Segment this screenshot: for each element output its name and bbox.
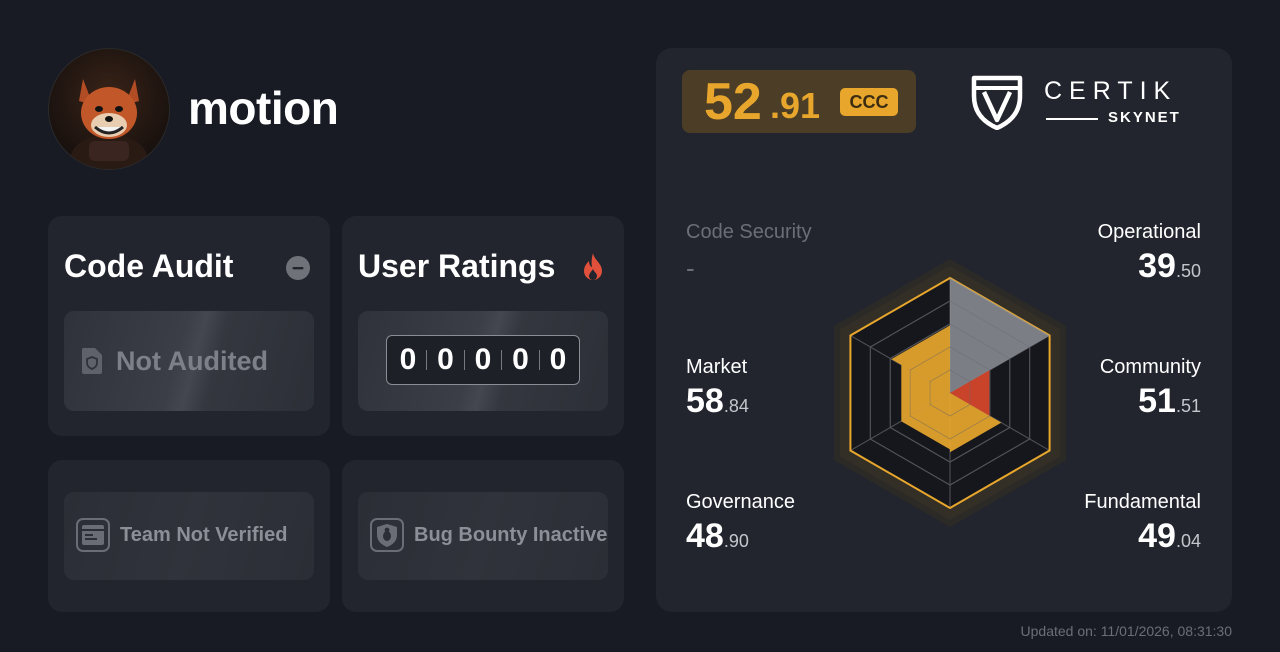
metric-value-governance: 48.90 [686, 517, 749, 555]
metric-value-fundamental: 49.04 [1138, 517, 1201, 555]
certik-shield-icon [971, 75, 1023, 130]
radar-spoke [850, 334, 951, 394]
metric-value-code-security: - [686, 253, 695, 283]
digit-separator [501, 350, 503, 370]
rating-digit: 0 [437, 343, 454, 376]
bug-bounty-card: Bug Bounty Inactive [342, 460, 624, 612]
user-ratings-card: User Ratings 0 0 0 0 0 [342, 216, 624, 436]
radar-grid-overlay [889, 323, 1011, 463]
document-shield-icon [81, 348, 102, 374]
metric-label-community: Community [1099, 356, 1201, 378]
bug-bounty-status-text: Bug Bounty Inactive [414, 524, 608, 546]
radar-spoke [949, 392, 1050, 452]
radar-grid-overlay [869, 300, 1031, 486]
score-integer: 52 [704, 73, 762, 131]
score-decimal: .91 [770, 85, 821, 126]
user-ratings-title: User Ratings [358, 248, 556, 284]
bug-bounty-status[interactable]: Bug Bounty Inactive [358, 492, 608, 580]
metric-value-operational: 39.50 [1138, 247, 1201, 285]
id-card-icon [76, 518, 110, 552]
radar-sector [901, 364, 950, 422]
metric-label-code-security: Code Security [686, 221, 812, 243]
code-audit-status[interactable]: Not Audited [64, 311, 314, 411]
digit-separator [463, 350, 465, 370]
radar-sector [950, 393, 1002, 453]
rating-digit: 0 [474, 343, 492, 376]
code-audit-status-text: Not Audited [116, 346, 268, 376]
security-radar-chart [833, 259, 1067, 527]
digit-separator [538, 350, 540, 370]
project-name: motion [188, 82, 339, 134]
fire-icon [584, 253, 602, 280]
team-card: Team Not Verified [48, 460, 330, 612]
radar-sector [891, 325, 950, 393]
team-status-text: Team Not Verified [120, 524, 288, 546]
radar-grid-overlay [929, 369, 971, 417]
rating-digit: 0 [512, 343, 529, 376]
radar-sector [901, 393, 950, 450]
brand-sub: SKYNET [1108, 109, 1181, 126]
code-audit-title: Code Audit [64, 248, 234, 284]
metric-label-governance: Governance [686, 491, 795, 513]
digit-separator [426, 350, 428, 370]
brand-divider [1046, 118, 1098, 120]
rating-digit: 0 [549, 343, 567, 376]
metric-label-operational: Operational [1097, 221, 1201, 243]
minus-circle-icon[interactable] [286, 256, 310, 280]
code-audit-card: Code Audit Not Audited [48, 216, 330, 436]
team-status[interactable]: Team Not Verified [64, 492, 314, 580]
radar-sector [950, 278, 1050, 393]
user-ratings-display: 0 0 0 0 0 [358, 311, 608, 411]
overall-score-badge: 52 .91 CCC [682, 70, 916, 133]
brand-name: CERTIK [1044, 77, 1178, 105]
radar-grid-overlay [909, 346, 991, 440]
metric-label-fundamental: Fundamental [1084, 491, 1201, 513]
shiba-avatar-icon [71, 79, 147, 169]
updated-timestamp: Updated on: 11/01/2026, 08:31:30 [1020, 623, 1232, 639]
metric-value-community: 51.51 [1138, 382, 1201, 420]
rating-digit: 0 [399, 343, 417, 376]
rating-counter: 0 0 0 0 0 [386, 335, 580, 385]
metric-value-market: 58.84 [686, 382, 749, 420]
score-grade: CCC [840, 88, 898, 116]
project-avatar [48, 48, 170, 170]
security-score-panel: 52 .91 CCC CERTIK SKYNET Code Security -… [656, 48, 1232, 612]
metric-label-market: Market [686, 356, 748, 378]
radar-spoke [850, 392, 951, 452]
bug-shield-icon [370, 518, 404, 552]
